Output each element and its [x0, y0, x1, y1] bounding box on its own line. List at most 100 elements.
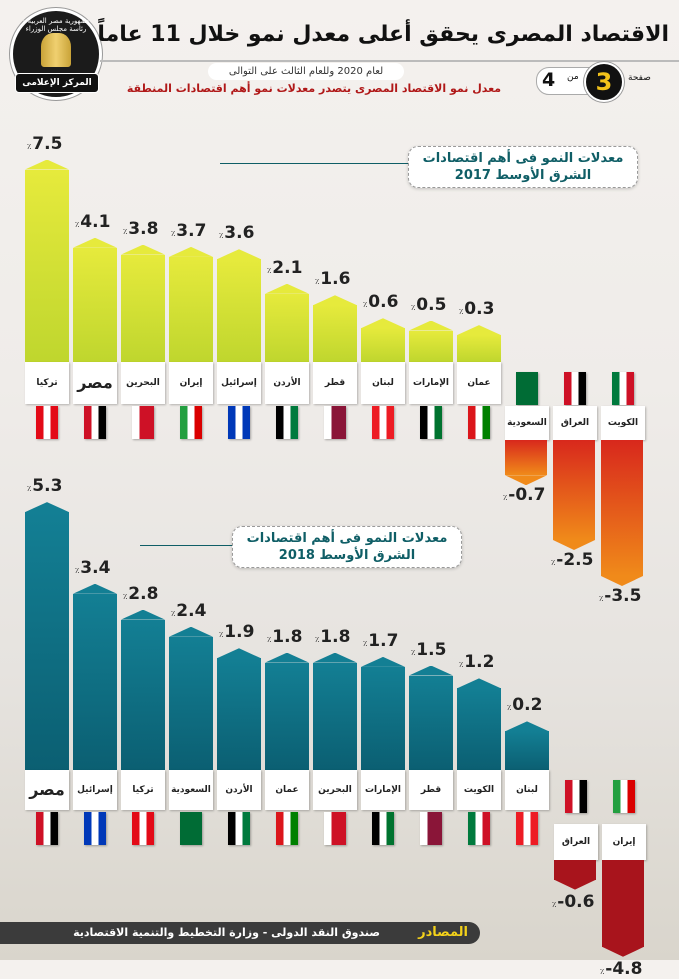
value-number: 1.8: [320, 626, 351, 647]
chart-title-2018: معدلات النمو فى أهم اقتصادات الشرق الأوس…: [232, 526, 462, 568]
value-label: ٪1.9: [219, 622, 254, 642]
bar-peak: [505, 721, 549, 732]
bar: [409, 675, 453, 770]
flag-icon: [516, 812, 538, 845]
value-label: ٪3.4: [75, 558, 110, 578]
percent-sign: ٪: [315, 634, 320, 644]
value-number: -4.8: [605, 958, 643, 979]
eagle-emblem-icon: [41, 33, 71, 67]
value-label: ٪4.1: [75, 212, 110, 232]
value-number: 0.6: [368, 292, 399, 313]
flag-icon: [84, 406, 106, 439]
flag-icon: [420, 406, 442, 439]
bar-peak: [121, 244, 165, 255]
percent-sign: ٪: [600, 966, 605, 976]
flag-icon: [564, 372, 586, 405]
value-label: ٪5.3: [27, 476, 62, 496]
value-number: 1.5: [416, 639, 447, 660]
bar-peak: [554, 879, 596, 890]
bar-peak: [217, 648, 261, 659]
country-label: البحرين: [313, 770, 357, 810]
percent-sign: ٪: [267, 265, 272, 275]
flag-icon: [132, 406, 154, 439]
chart-title-connector-2017: [220, 163, 410, 164]
value-label: ٪0.5: [411, 295, 446, 315]
value-label: ٪1.8: [267, 627, 302, 647]
percent-sign: ٪: [219, 231, 224, 241]
value-label: ٪1.2: [459, 652, 494, 672]
bar-peak: [361, 656, 405, 667]
percent-sign: ٪: [27, 484, 32, 494]
value-label: ٪3.7: [171, 221, 206, 241]
value-label: ٪3.6: [219, 223, 254, 243]
country-label: العراق: [554, 824, 598, 860]
bar: [361, 328, 405, 362]
flag-icon: [420, 812, 442, 845]
highlight-text: معدل نمو الاقتصاد المصرى يتصدر معدلات نم…: [126, 82, 502, 95]
country-label: البحرين: [121, 362, 165, 404]
bar-peak: [602, 946, 644, 957]
percent-sign: ٪: [171, 228, 176, 238]
country-label: لبنان: [361, 362, 405, 404]
value-label: ٪0.6: [363, 292, 398, 312]
value-label: ٪1.5: [411, 640, 446, 660]
value-label: ٪-3.5: [599, 586, 641, 606]
bar: [265, 293, 309, 362]
bar: [121, 254, 165, 362]
country-label: لبنان: [505, 770, 549, 810]
percent-sign: ٪: [27, 141, 32, 151]
flag-icon: [324, 812, 346, 845]
country-label: إيران: [602, 824, 646, 860]
value-number: 3.4: [80, 557, 111, 578]
value-number: 7.5: [32, 133, 63, 154]
country-label: تركيا: [25, 362, 69, 404]
country-label: العراق: [553, 406, 597, 440]
bar: [313, 662, 357, 770]
value-number: 1.7: [368, 630, 399, 651]
percent-sign: ٪: [411, 302, 416, 312]
country-label: السعودية: [505, 406, 549, 440]
percent-sign: ٪: [363, 300, 368, 310]
flag-icon: [565, 780, 587, 813]
bar: [217, 259, 261, 362]
bar-peak: [361, 318, 405, 329]
country-label: تركيا: [121, 770, 165, 810]
value-number: -0.7: [508, 485, 546, 506]
bar-peak: [169, 626, 213, 637]
flag-icon: [36, 812, 58, 845]
logo-ring-text: جمهورية مصر العربية - رئاسة مجلس الوزراء: [22, 17, 90, 33]
bar: [25, 169, 69, 362]
value-number: 3.8: [128, 218, 159, 239]
flag-icon: [228, 812, 250, 845]
percent-sign: ٪: [267, 634, 272, 644]
value-label: ٪0.3: [459, 299, 494, 319]
sources-text: صندوق النقد الدولى - وزارة التخطيط والتن…: [73, 926, 380, 939]
value-number: 4.1: [80, 211, 111, 232]
value-label: ٪2.1: [267, 258, 302, 278]
value-number: 1.8: [272, 626, 303, 647]
value-number: 2.1: [272, 257, 303, 278]
bar-peak: [25, 159, 69, 170]
percent-sign: ٪: [599, 594, 604, 603]
bar-peak: [73, 237, 117, 248]
country-label: الإمارات: [361, 770, 405, 810]
percent-sign: ٪: [503, 493, 508, 503]
country-label: عمان: [265, 770, 309, 810]
page-total: 4: [542, 69, 556, 91]
percent-sign: ٪: [552, 899, 557, 909]
value-label: ٪2.4: [171, 601, 206, 621]
country-label: قطر: [313, 362, 357, 404]
percent-sign: ٪: [219, 630, 224, 640]
value-number: 5.3: [32, 476, 63, 497]
chart-title-connector-2018: [140, 545, 235, 546]
flag-icon: [468, 812, 490, 845]
value-number: 1.9: [224, 622, 255, 643]
value-number: 2.4: [176, 600, 207, 621]
bar: [217, 658, 261, 770]
country-label: السعودية: [169, 770, 213, 810]
bar-peak: [457, 678, 501, 689]
value-number: 3.6: [224, 223, 255, 244]
bar: [169, 636, 213, 770]
bar: [457, 335, 501, 362]
